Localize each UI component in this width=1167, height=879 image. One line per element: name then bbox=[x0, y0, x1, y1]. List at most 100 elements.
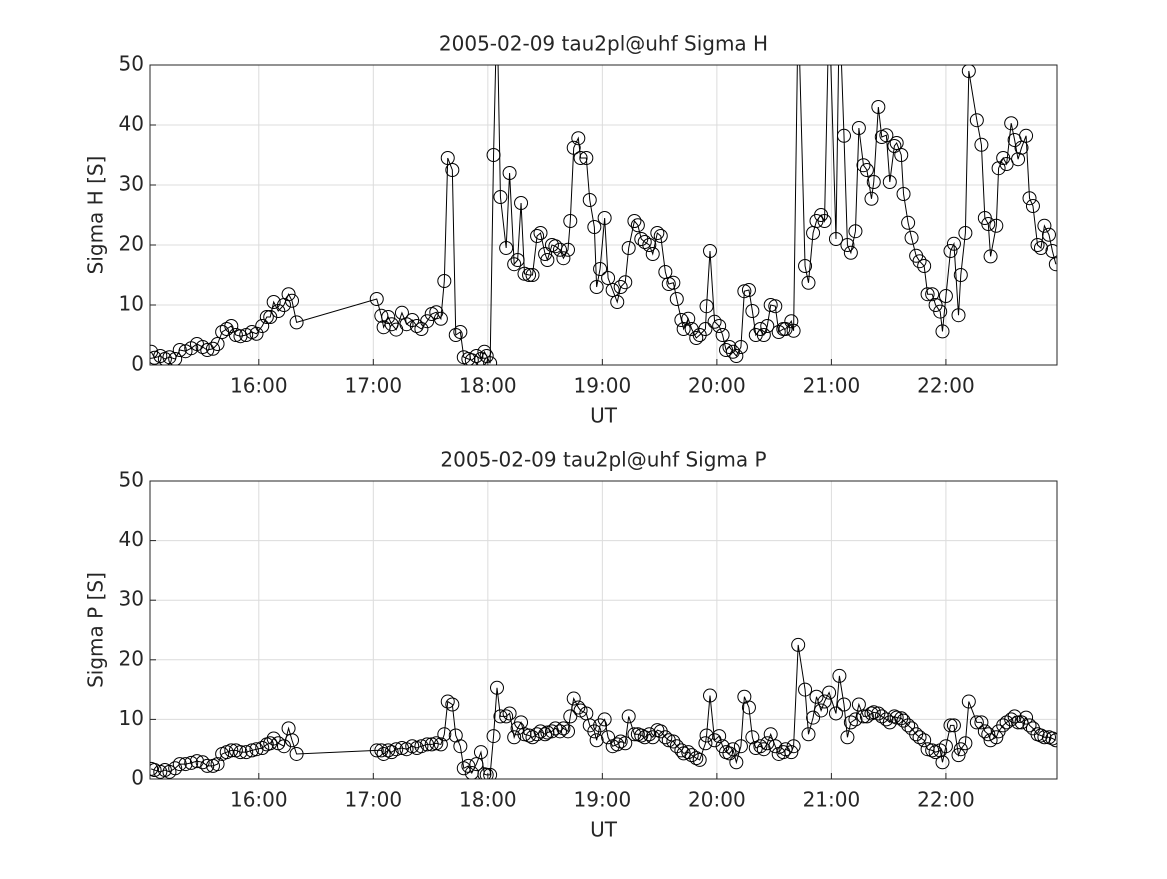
data-point bbox=[814, 703, 829, 718]
data-point bbox=[715, 328, 730, 342]
data-point bbox=[613, 280, 628, 294]
data-point bbox=[666, 275, 681, 290]
data-point bbox=[1022, 718, 1037, 733]
y-tick-label: 20 bbox=[119, 646, 144, 670]
data-point bbox=[601, 730, 616, 745]
data-point bbox=[822, 685, 837, 700]
data-point bbox=[289, 746, 304, 761]
data-point bbox=[381, 743, 396, 758]
data-point bbox=[961, 65, 976, 78]
data-point bbox=[530, 229, 545, 243]
data-point bbox=[674, 313, 689, 327]
y-tick-label: 50 bbox=[119, 468, 144, 492]
data-point bbox=[582, 193, 597, 207]
data-point bbox=[153, 349, 168, 363]
data-point bbox=[548, 239, 563, 254]
data-point bbox=[946, 718, 961, 733]
data-point bbox=[745, 304, 760, 318]
data-point bbox=[786, 323, 801, 338]
data-point bbox=[469, 757, 484, 772]
data-point bbox=[381, 310, 396, 324]
data-point bbox=[658, 730, 673, 745]
data-point bbox=[453, 739, 468, 754]
data-point bbox=[801, 275, 816, 290]
y-tick-label: 10 bbox=[119, 292, 144, 316]
data-point bbox=[912, 254, 927, 269]
data-point bbox=[856, 158, 871, 173]
data-point bbox=[661, 277, 676, 291]
data-point bbox=[597, 211, 612, 225]
x-tick-label: 20:00 bbox=[688, 788, 746, 812]
data-point bbox=[1014, 715, 1029, 730]
data-point bbox=[882, 175, 897, 189]
data-point bbox=[448, 328, 463, 342]
data-point bbox=[851, 121, 866, 135]
data-point bbox=[828, 706, 843, 721]
data-point bbox=[200, 343, 215, 357]
data-point bbox=[610, 295, 625, 309]
data-point bbox=[722, 340, 737, 354]
data-point bbox=[433, 737, 448, 752]
data-point bbox=[791, 637, 806, 652]
data-point bbox=[866, 705, 881, 720]
data-point bbox=[178, 757, 193, 772]
data-point bbox=[205, 341, 220, 356]
data-point bbox=[525, 268, 540, 282]
data-point bbox=[1033, 241, 1048, 255]
data-point bbox=[233, 745, 248, 760]
data-point bbox=[887, 709, 902, 724]
x-tick-label: 16:00 bbox=[230, 788, 288, 812]
data-point bbox=[530, 727, 545, 742]
data-point bbox=[776, 745, 791, 760]
data-point bbox=[901, 718, 916, 733]
data-point bbox=[1045, 731, 1057, 746]
data-point bbox=[573, 151, 588, 165]
data-point bbox=[879, 712, 894, 727]
data-point bbox=[566, 691, 581, 706]
data-point bbox=[621, 709, 636, 724]
data-point bbox=[150, 763, 162, 778]
data-point bbox=[502, 166, 517, 180]
data-point bbox=[763, 727, 778, 742]
data-point bbox=[249, 326, 264, 341]
data-point bbox=[946, 236, 961, 251]
data-point bbox=[1037, 218, 1052, 233]
data-point bbox=[477, 767, 492, 779]
data-point bbox=[563, 214, 578, 228]
y-axis-label: Sigma H [S] bbox=[84, 156, 108, 275]
data-point bbox=[440, 151, 455, 165]
data-point bbox=[729, 755, 744, 770]
data-point bbox=[560, 242, 575, 257]
data-point bbox=[437, 727, 452, 742]
data-point bbox=[798, 682, 813, 697]
data-point bbox=[281, 287, 296, 302]
data-point bbox=[627, 727, 642, 742]
data-point bbox=[627, 214, 642, 228]
data-point bbox=[414, 739, 429, 754]
y-tick-label: 10 bbox=[119, 706, 144, 730]
data-point bbox=[228, 328, 243, 342]
data-point bbox=[689, 331, 704, 345]
data-point bbox=[538, 727, 553, 742]
data-point bbox=[533, 226, 548, 240]
data-point bbox=[733, 340, 748, 354]
x-tick-label: 18:00 bbox=[459, 788, 517, 812]
data-point bbox=[239, 745, 254, 760]
data-point bbox=[605, 283, 620, 297]
data-point bbox=[1004, 712, 1019, 727]
data-point bbox=[556, 251, 571, 266]
data-point bbox=[285, 293, 300, 308]
data-point bbox=[642, 727, 657, 742]
data-point bbox=[974, 137, 989, 152]
data-point bbox=[836, 697, 851, 712]
data-point bbox=[369, 292, 384, 306]
data-point bbox=[1048, 257, 1057, 272]
data-point bbox=[719, 343, 734, 357]
data-point bbox=[848, 224, 863, 239]
data-point bbox=[938, 289, 953, 303]
data-point bbox=[445, 697, 460, 712]
data-point bbox=[621, 241, 636, 255]
x-tick-label: 22:00 bbox=[917, 788, 975, 812]
data-point bbox=[784, 314, 799, 329]
data-point bbox=[486, 729, 501, 744]
